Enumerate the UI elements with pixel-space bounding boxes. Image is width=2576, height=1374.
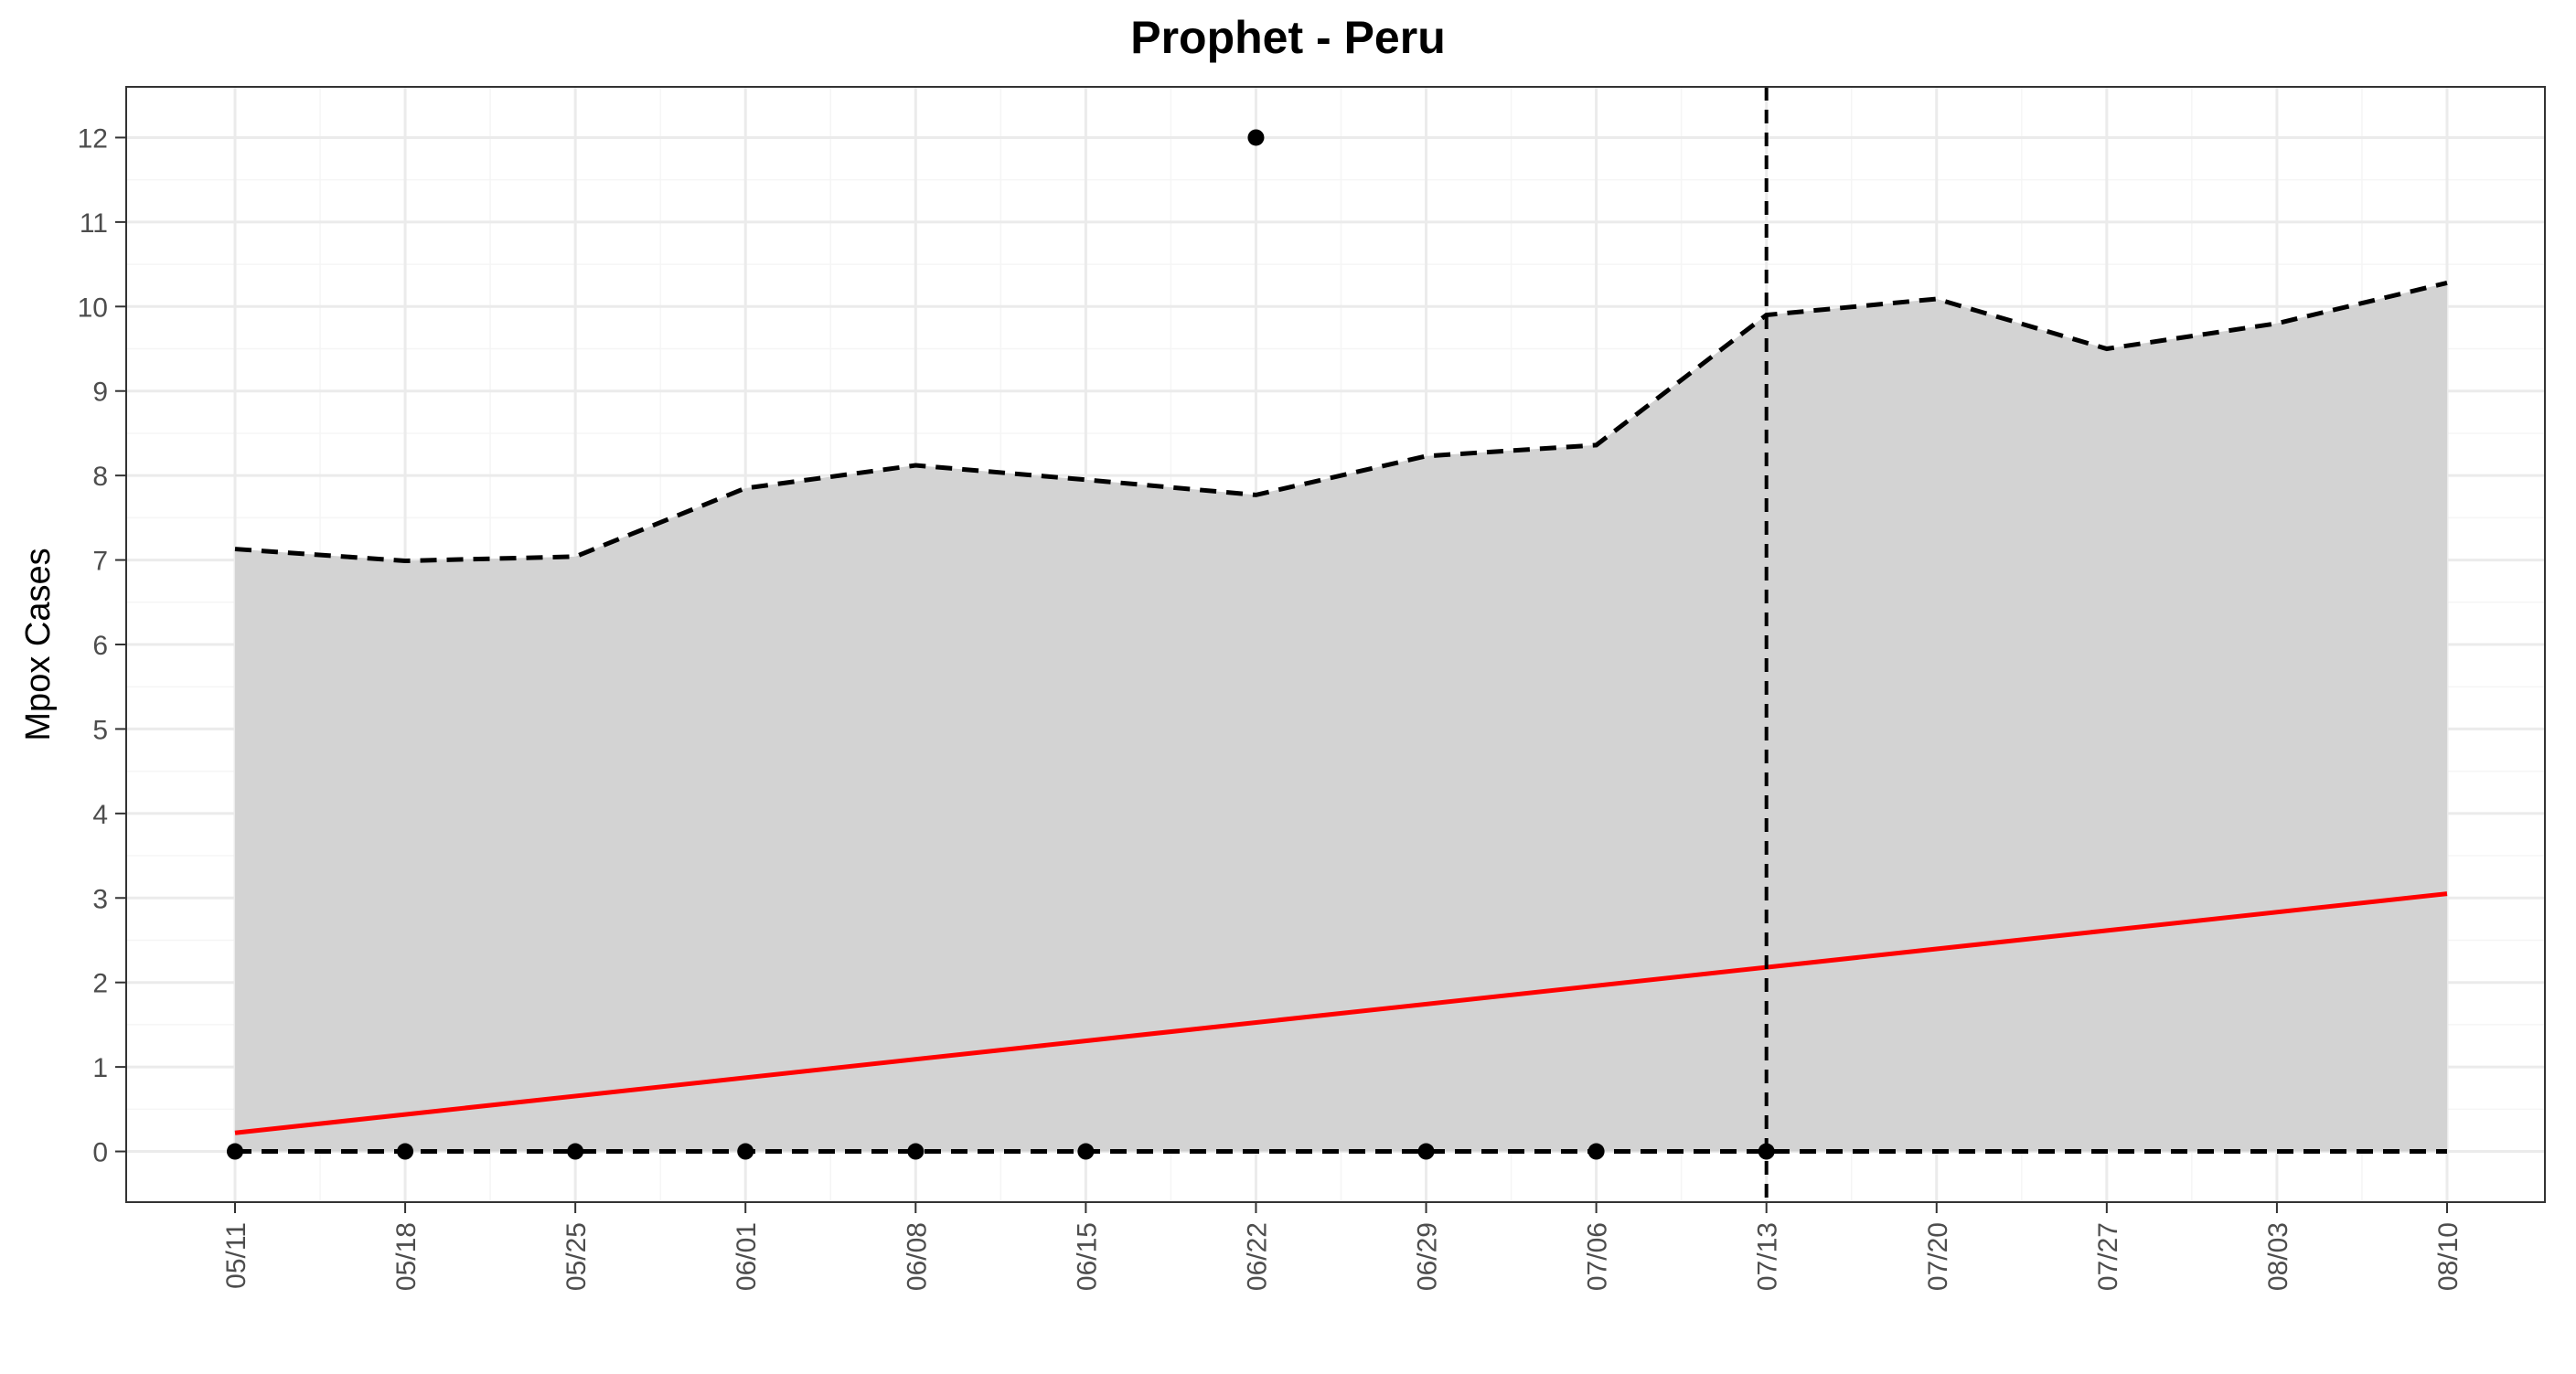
y-tick-label: 4 (92, 800, 108, 830)
observed-point (397, 1143, 414, 1160)
x-tick-label: 06/01 (732, 1222, 762, 1291)
observed-point (1247, 129, 1265, 146)
x-tick-label: 07/20 (1923, 1222, 1953, 1291)
y-axis-title: Mpox Cases (19, 548, 58, 740)
observed-point (1417, 1143, 1435, 1160)
y-tick-label: 12 (78, 123, 108, 154)
x-tick-label: 07/13 (1753, 1222, 1783, 1291)
y-tick-label: 8 (92, 462, 108, 492)
observed-point (1758, 1143, 1775, 1160)
x-tick-label: 05/25 (561, 1222, 592, 1291)
x-tick-label: 05/18 (391, 1222, 422, 1291)
y-tick-label: 3 (92, 884, 108, 914)
observed-point (907, 1143, 925, 1160)
observed-point (1077, 1143, 1095, 1160)
x-tick-label: 07/06 (1583, 1222, 1613, 1291)
y-tick-label: 10 (78, 293, 108, 323)
x-tick-label: 06/29 (1413, 1222, 1443, 1291)
y-tick-label: 5 (92, 715, 108, 745)
y-tick-label: 1 (92, 1053, 108, 1083)
x-tick-label: 05/11 (221, 1222, 251, 1289)
y-tick-label: 6 (92, 631, 108, 661)
y-tick-label: 0 (92, 1138, 108, 1168)
x-tick-label: 06/08 (902, 1222, 932, 1291)
y-tick-label: 2 (92, 969, 108, 999)
y-tick-label: 7 (92, 547, 108, 577)
observed-point (1587, 1143, 1605, 1160)
x-tick-label: 07/27 (2093, 1222, 2123, 1291)
y-tick-label: 9 (92, 378, 108, 408)
observed-point (567, 1143, 584, 1160)
x-tick-label: 06/15 (1072, 1222, 1102, 1291)
observed-point (737, 1143, 754, 1160)
x-tick-label: 06/22 (1242, 1222, 1272, 1291)
chart-title: Prophet - Peru (1130, 12, 1446, 63)
x-tick-label: 08/10 (2433, 1222, 2464, 1291)
y-tick-label: 11 (80, 208, 108, 239)
observed-point (227, 1143, 243, 1160)
upper-bound-line (234, 280, 2448, 564)
forecast-line (234, 891, 2448, 1135)
x-tick-label: 08/03 (2263, 1222, 2293, 1291)
prediction-interval-ribbon (235, 282, 2447, 1152)
